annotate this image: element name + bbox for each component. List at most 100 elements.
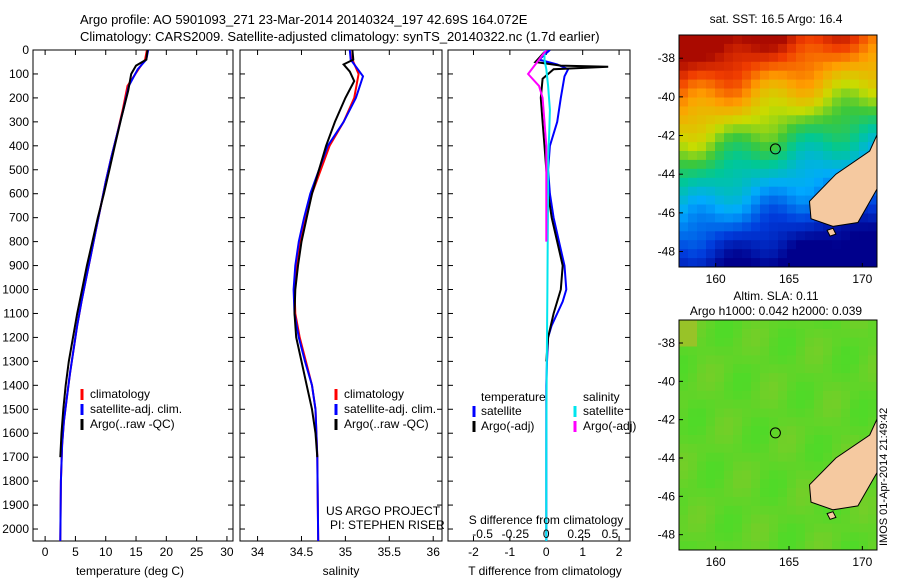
map-cell [868, 35, 877, 45]
map-cell [868, 52, 877, 63]
map-cell [724, 364, 734, 374]
map-cell [805, 133, 815, 143]
map-cell [841, 532, 851, 542]
map-cell [778, 168, 788, 179]
map-cell [733, 35, 743, 45]
map-cell [760, 364, 770, 374]
map-cell [760, 79, 770, 90]
map-cell [733, 479, 743, 489]
map-cell [769, 177, 779, 188]
map-cell [868, 479, 877, 489]
map-cell [724, 79, 734, 90]
map-cell [850, 541, 860, 550]
map-cell [841, 399, 851, 409]
map-cell [679, 124, 689, 134]
map-cell [787, 435, 797, 445]
map-cell [751, 443, 761, 454]
map-cell [715, 399, 725, 409]
map-cell [814, 435, 824, 445]
map-cell [868, 222, 877, 232]
map-cell [760, 488, 770, 498]
map-cell [742, 337, 752, 348]
map-cell [805, 408, 815, 418]
map-cell [697, 364, 707, 374]
map-cell [778, 97, 788, 107]
map-cell [832, 159, 842, 170]
map-cell [742, 159, 752, 170]
map-cell [769, 195, 779, 206]
map-cell [733, 115, 743, 125]
map-cell [805, 523, 815, 533]
map-cell [787, 523, 797, 533]
map-cell [724, 186, 734, 197]
map-cell [733, 373, 743, 383]
map-cell [814, 461, 824, 471]
map-cell [868, 390, 877, 401]
map-cell [805, 443, 815, 454]
map-cell [850, 124, 860, 134]
map-cell [832, 97, 842, 107]
map-cell [715, 133, 725, 143]
map-cell [679, 142, 689, 152]
map-cell [868, 488, 877, 498]
map-cell [724, 88, 734, 98]
x-tick-label: -1 [505, 545, 516, 559]
map-cell [868, 408, 877, 418]
map-cell [814, 523, 824, 533]
map-cell [733, 61, 743, 72]
map-cell [760, 70, 770, 81]
map-cell [841, 124, 851, 134]
map-cell [841, 337, 851, 348]
top-tick-label: -0.5 [472, 527, 493, 541]
map-cell [742, 496, 752, 507]
map-cell [760, 479, 770, 489]
map-cell [769, 461, 779, 471]
map-cell [679, 52, 689, 63]
map-cell [679, 355, 689, 365]
map-cell [841, 426, 851, 436]
map-cell [715, 452, 725, 463]
map-cell [715, 320, 725, 330]
map-cell [769, 373, 779, 383]
map-cell [760, 249, 770, 259]
map-cell [823, 523, 833, 533]
map-cell [769, 355, 779, 365]
map-cell [733, 399, 743, 409]
map-cell [706, 61, 716, 72]
map-cell [742, 195, 752, 206]
map-cell [859, 97, 869, 107]
map-cell [832, 70, 842, 81]
map-cell [769, 488, 779, 498]
map-cell [859, 79, 869, 90]
map-cell [706, 35, 716, 45]
map-cell [796, 97, 806, 107]
map-cell [769, 186, 779, 197]
map-cell [706, 373, 716, 383]
map-cell [769, 390, 779, 401]
map-cell [697, 399, 707, 409]
map-cell [805, 390, 815, 401]
map-cell [814, 106, 824, 116]
x-tick-label: 10 [99, 545, 113, 559]
map-cell [832, 106, 842, 116]
map-cell [724, 249, 734, 259]
map-cell [796, 532, 806, 542]
map-cell [688, 355, 698, 365]
map-cell [796, 496, 806, 507]
map-cell [832, 364, 842, 374]
map-cell [679, 328, 689, 339]
map-cell [796, 258, 806, 267]
map-cell [778, 505, 788, 516]
top-tick-label: 0 [543, 527, 550, 541]
map-cell [688, 505, 698, 516]
map-cell [742, 541, 752, 550]
y-tick-label: 600 [9, 187, 29, 201]
map-cell [859, 364, 869, 374]
map-cell [796, 52, 806, 63]
map-cell [733, 204, 743, 214]
map-cell [832, 381, 842, 392]
map-cell [850, 142, 860, 152]
map-cell [679, 115, 689, 125]
map-cell [715, 258, 725, 267]
top-tick-label: 0.25 [567, 527, 591, 541]
